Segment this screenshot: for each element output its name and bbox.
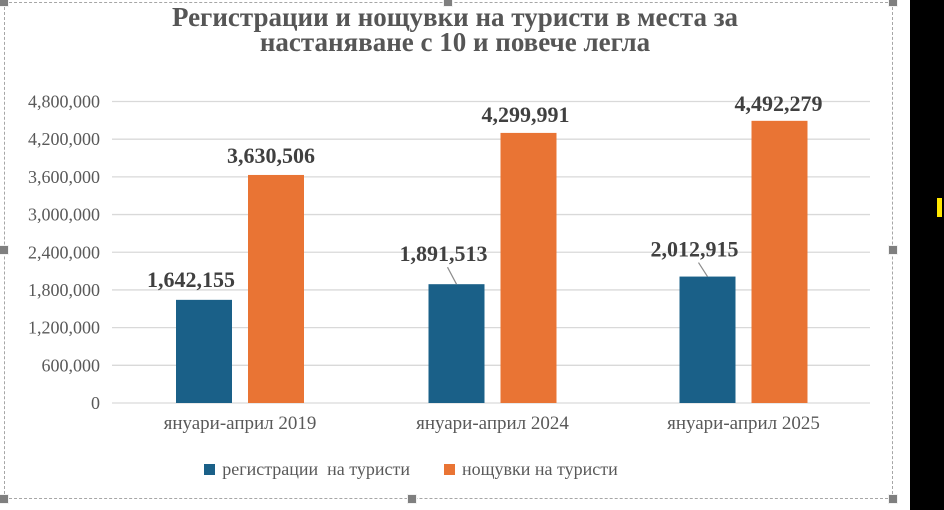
y-axis-tick-label: 4,200,000 (28, 129, 100, 149)
chart-title-line1: Регистрации и нощувки на туристи в места… (171, 2, 739, 32)
data-label: 3,630,506 (227, 143, 315, 168)
bar-registrations-2025[interactable] (679, 276, 736, 403)
legend-label-registrations: регистрации на туристи (222, 459, 411, 479)
legend-item-nights[interactable]: нощувки на туристи (444, 459, 618, 480)
selection-handle-middle-right[interactable] (888, 245, 898, 255)
selection-handle-bottom-right[interactable] (888, 494, 898, 504)
x-axis-label: януари-април 2025 (667, 413, 820, 434)
data-label: 4,299,991 (482, 102, 570, 127)
data-label: 2,012,915 (651, 237, 739, 262)
y-axis-tick-label: 1,800,000 (28, 280, 100, 300)
selection-handle-top-middle[interactable] (443, 0, 453, 7)
y-axis-tick-label: 3,600,000 (28, 167, 100, 187)
y-axis-tick-label: 1,200,000 (28, 318, 100, 338)
leader-line (446, 266, 458, 285)
y-axis-tick-label: 4,800,000 (28, 92, 100, 112)
y-axis-tick-label: 0 (91, 393, 100, 413)
bar-registrations-2024[interactable] (428, 284, 485, 403)
chart-title[interactable]: Регистрации и нощувки на туристи в места… (0, 2, 910, 57)
x-axis-label: януари-април 2024 (416, 413, 569, 434)
y-axis-tick-label: 2,400,000 (28, 242, 100, 262)
selection-handle-bottom-left[interactable] (0, 494, 9, 504)
chart-title-line2: настаняване с 10 и повече легла (259, 27, 651, 57)
data-label: 1,891,513 (400, 241, 488, 266)
legend-swatch-registrations (204, 464, 216, 475)
legend-item-registrations[interactable]: регистрации на туристи (204, 459, 410, 480)
x-axis-label: януари-април 2019 (164, 413, 317, 434)
y-axis-tick-label: 600,000 (42, 355, 101, 375)
selection-handle-top-left[interactable] (0, 0, 9, 7)
embedded-chart[interactable]: Регистрации и нощувки на туристи в места… (0, 0, 910, 510)
legend-swatch-nights (444, 464, 456, 475)
plot-area: 0 600,000 1,200,000 1,800,000 2,400,000 3,000… (28, 91, 870, 434)
leader-line (697, 262, 709, 277)
bar-registrations-2019[interactable] (176, 299, 232, 403)
bar-nights-2025[interactable] (751, 120, 808, 403)
selection-handle-top-right[interactable] (888, 0, 898, 7)
legend: регистрации на туристи нощувки на турист… (0, 459, 822, 480)
data-label: 4,492,279 (735, 91, 823, 116)
bar-nights-2019[interactable] (248, 174, 304, 403)
selection-handle-middle-left[interactable] (0, 245, 9, 255)
selection-handle-bottom-middle[interactable] (407, 494, 417, 504)
data-label: 1,642,155 (147, 267, 235, 292)
legend-label-nights: нощувки на туристи (462, 459, 618, 479)
yellow-marker (937, 198, 942, 217)
y-axis-tick-label: 3,000,000 (28, 205, 100, 225)
app-outside-area (910, 0, 944, 510)
bar-nights-2024[interactable] (500, 132, 557, 404)
